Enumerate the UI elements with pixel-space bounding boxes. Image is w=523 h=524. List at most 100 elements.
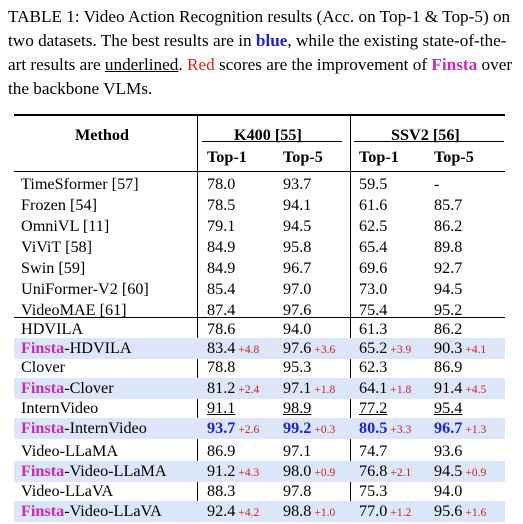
value-cell: 78.5 (207, 195, 235, 216)
value-cell: 78.6 (207, 319, 235, 340)
method-name: -InternVideo (64, 419, 147, 437)
value-cell: 77.0 +1.2 (359, 501, 411, 524)
score-value: 97.1 (283, 442, 312, 460)
score-value: 79.1 (207, 217, 236, 235)
score-value: 78.8 (207, 358, 236, 376)
finsta-row-highlight (14, 378, 505, 399)
value-cell: 94.1 (283, 195, 311, 216)
score-value: 95.2 (434, 301, 463, 319)
score-value: 94.5 (434, 280, 463, 298)
caption-lead: TABLE 1: Video Action Recognition result… (8, 7, 511, 50)
score-value: 78.5 (207, 196, 236, 214)
header-method: Method (75, 126, 129, 144)
score-value: 90.3 (434, 339, 463, 357)
value-cell: 85.4 (207, 279, 235, 300)
header-ssv2-top5: Top-5 (434, 148, 474, 166)
value-cell: 95.6 +1.6 (434, 501, 486, 524)
value-cell: 84.9 (207, 237, 235, 258)
score-value: 87.4 (207, 301, 236, 319)
table-row: Clover 78.8 95.3 62.3 86.9 (0, 357, 523, 378)
score-value: 81.2 (207, 379, 236, 397)
score-value: 91.2 (207, 462, 236, 480)
value-cell: 89.8 (434, 237, 462, 258)
finsta-prefix: Finsta (21, 462, 65, 480)
method-cell: InternVideo (21, 399, 99, 417)
value-cell: 91.2 +4.3 (207, 461, 259, 484)
value-cell: 78.0 (207, 174, 235, 195)
value-cell: 97.1 (283, 441, 311, 462)
score-value: 92.7 (434, 259, 463, 277)
value-cell: 64.1 +1.8 (359, 378, 411, 401)
caption-finsta-word: Finsta (431, 55, 478, 74)
score-value: 62.3 (359, 358, 388, 376)
score-value: 97.1 (283, 379, 312, 397)
header-k400-top5: Top-5 (283, 148, 323, 166)
improvement-value: +3.6 (314, 344, 336, 356)
value-cell: 80.5 +3.3 (359, 418, 411, 441)
score-value: 95.8 (283, 238, 312, 256)
k400-group-rule (202, 141, 342, 142)
value-cell: 85.7 (434, 195, 462, 216)
method-cell: TimeSformer [57] (21, 175, 139, 193)
value-cell: 94.5 (283, 216, 311, 237)
value-cell: 95.2 (434, 300, 462, 321)
value-cell: 94.0 (283, 319, 311, 340)
value-cell: 86.9 (434, 357, 462, 378)
value-cell: 99.2 +0.3 (283, 418, 335, 441)
method-cell: Swin [59] (21, 259, 86, 277)
score-value: 97.6 (283, 301, 312, 319)
score-value: 76.8 (359, 462, 388, 480)
score-value: 64.1 (359, 379, 388, 397)
table-top-rule (14, 114, 505, 116)
score-value: - (434, 175, 440, 193)
value-cell: 94.5 +0.9 (434, 461, 486, 484)
value-cell: 94.5 (434, 279, 462, 300)
dataset-column-separator (350, 116, 351, 517)
method-cell: Finsta-Clover (21, 378, 114, 399)
value-cell: 95.3 (283, 357, 311, 378)
score-value: 98.8 (283, 502, 312, 520)
value-cell: 61.6 (359, 195, 387, 216)
table-row: Finsta-Video-LLaMA 91.2 +4.3 98.0 +0.9 76.8 +2… (0, 461, 523, 482)
finsta-row-highlight (14, 501, 505, 522)
score-value: 91.4 (434, 379, 463, 397)
method-cell: Finsta-Video-LLaMA (21, 461, 167, 482)
value-cell: 96.7 (283, 258, 311, 279)
caption-underlined-word: underlined (104, 55, 179, 74)
improvement-value: +2.6 (238, 424, 260, 436)
method-cell: OmniVL [11] (21, 217, 110, 235)
improvement-value: +1.2 (390, 507, 412, 519)
caption-blue-word: blue (255, 31, 288, 50)
value-cell: 97.1 +1.8 (283, 378, 335, 401)
finsta-prefix: Finsta (21, 339, 65, 357)
improvement-value: +0.3 (314, 424, 336, 436)
value-cell: 98.9 (283, 398, 311, 419)
score-value: 78.0 (207, 175, 236, 193)
table-section-rule (14, 317, 505, 318)
table-row: HDVILA 78.6 94.0 61.3 86.2 (0, 319, 523, 340)
header-k400-top1: Top-1 (207, 148, 247, 166)
value-cell: 90.3 +4.1 (434, 338, 486, 361)
score-value: 98.9 (283, 399, 312, 417)
finsta-prefix: Finsta (21, 502, 65, 520)
score-value: 98.0 (283, 462, 312, 480)
value-cell: 97.6 +3.6 (283, 338, 335, 361)
value-cell: 83.4 +4.8 (207, 338, 259, 361)
value-cell: 61.3 (359, 319, 387, 340)
score-value: 65.4 (359, 238, 388, 256)
score-value: 86.9 (207, 442, 236, 460)
improvement-value: +0.9 (314, 467, 336, 479)
improvement-value: +1.3 (465, 424, 487, 436)
value-cell: 96.7 +1.3 (434, 418, 486, 441)
table-row: Video-LLaVA 88.3 97.8 75.3 94.0 (0, 481, 523, 502)
method-cell: Video-LLaMA (21, 442, 119, 460)
score-value: 91.1 (207, 399, 236, 417)
improvement-value: +1.8 (314, 384, 336, 396)
value-cell: 62.3 (359, 357, 387, 378)
score-value: 62.5 (359, 217, 388, 235)
value-cell: 75.3 (359, 481, 387, 502)
score-value: 73.0 (359, 280, 388, 298)
score-value: 61.3 (359, 320, 388, 338)
method-name: -Video-LLaVA (64, 502, 162, 520)
finsta-prefix: Finsta (21, 379, 65, 397)
